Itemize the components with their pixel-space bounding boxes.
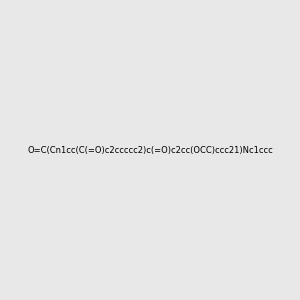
Text: O=C(Cn1cc(C(=O)c2ccccc2)c(=O)c2cc(OCC)ccc21)Nc1ccc: O=C(Cn1cc(C(=O)c2ccccc2)c(=O)c2cc(OCC)cc… xyxy=(27,146,273,154)
